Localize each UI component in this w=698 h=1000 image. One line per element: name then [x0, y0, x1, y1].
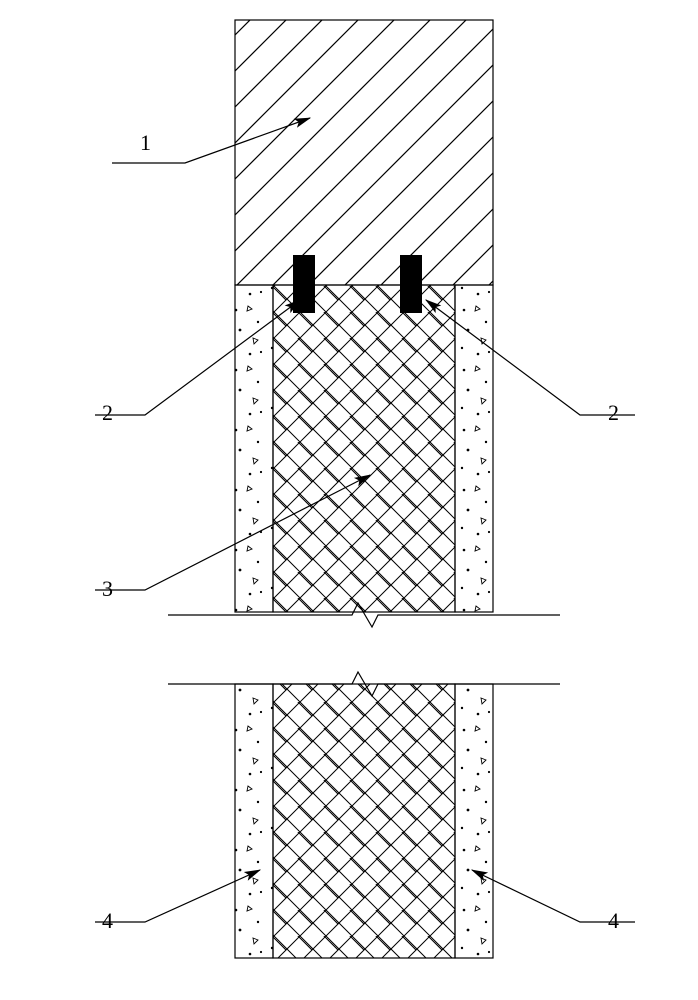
- label-1: 1: [140, 130, 151, 156]
- block-left: [293, 255, 315, 313]
- label-4-right: 4: [608, 908, 619, 934]
- region-mid-speckle-right: [455, 285, 493, 612]
- region-mid-crosshatch: [273, 285, 455, 612]
- region-bot-crosshatch: [273, 684, 455, 958]
- label-2-left: 2: [102, 400, 113, 426]
- label-4-left: 4: [102, 908, 113, 934]
- region-top: [235, 20, 493, 285]
- diagram-canvas: [0, 0, 698, 1000]
- block-right: [400, 255, 422, 313]
- label-3: 3: [102, 576, 113, 602]
- region-bot-speckle-left: [235, 684, 273, 958]
- label-2-right: 2: [608, 400, 619, 426]
- region-bot-speckle-right: [455, 684, 493, 958]
